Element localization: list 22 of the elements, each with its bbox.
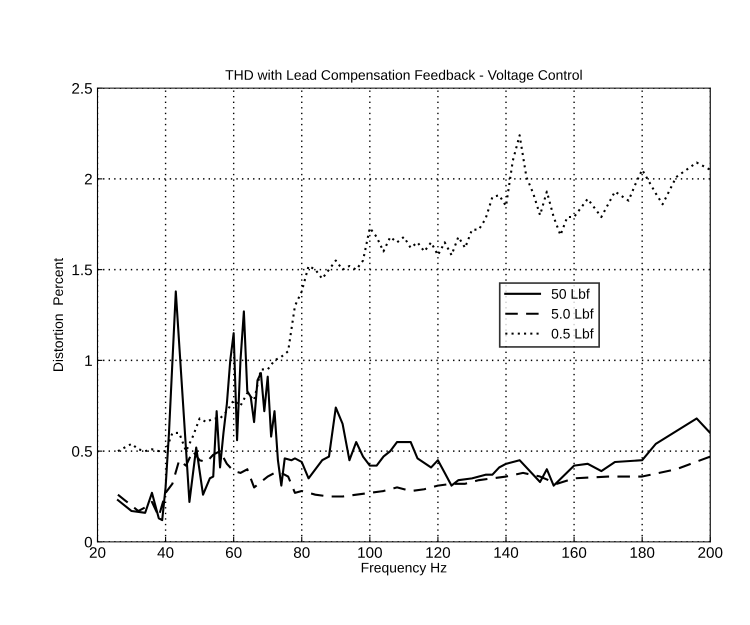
y-tick-label: 2.5 — [72, 82, 92, 94]
x-tick-label: 140 — [494, 547, 518, 558]
x-tick-label: 60 — [226, 547, 242, 558]
legend-label: 50 Lbf — [552, 288, 590, 299]
x-axis-title: Frequency Hz — [362, 562, 446, 576]
y-axis-title: Distortion Percent — [52, 258, 64, 371]
x-tick-label: 100 — [358, 547, 382, 558]
legend-label: 5.0 Lbf — [552, 308, 594, 319]
y-tick-label: 0 — [84, 536, 92, 548]
x-tick-label: 20 — [90, 547, 106, 558]
y-tick-label: 0.5 — [72, 446, 92, 457]
chart-title: THD with Lead Compensation Feedback - Voltage Control — [225, 70, 582, 83]
legend-label: 0.5 Lbf — [552, 328, 594, 339]
y-tick-label: 2 — [84, 174, 92, 184]
y-tick-label: 1 — [85, 355, 92, 366]
x-tick-label: 180 — [630, 547, 654, 558]
x-tick-label: 120 — [426, 547, 450, 558]
x-tick-label: 160 — [562, 547, 586, 558]
x-tick-label: 80 — [294, 547, 310, 558]
x-tick-label: 40 — [157, 547, 174, 558]
y-tick-label: 1.5 — [72, 264, 92, 276]
x-tick-label: 200 — [698, 547, 722, 558]
